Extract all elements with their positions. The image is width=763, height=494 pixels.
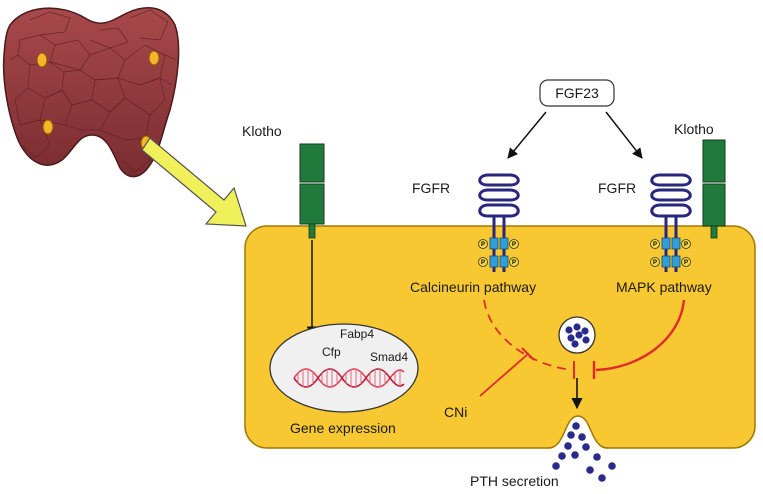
pth-secretion-label: PTH secretion — [470, 473, 559, 489]
fgfr-left-kinase — [489, 237, 509, 268]
fgfr-right-kinase — [661, 237, 681, 268]
phospho-group-right: P P P P — [650, 239, 691, 267]
klotho-right — [702, 139, 726, 239]
cni-inhibition-line — [479, 353, 529, 397]
gene-expression-label: Gene expression — [290, 420, 396, 436]
klotho-left — [299, 143, 325, 239]
nodule — [42, 119, 54, 135]
gene-fabp4: Fabp4 — [340, 327, 374, 341]
zoom-arrow — [141, 137, 247, 227]
fgfr-right-label: FGFR — [598, 180, 636, 196]
phospho-group-left: P P P P — [478, 239, 519, 267]
parathyroid-gland — [2, 7, 180, 178]
dna-helix — [293, 368, 405, 388]
mapk-pathway-label: MAPK pathway — [616, 279, 712, 295]
nodule — [148, 50, 160, 66]
pth-vesicle — [558, 316, 596, 354]
gene-cfp: Cfp — [322, 345, 341, 359]
klotho-right-label: Klotho — [674, 121, 714, 137]
fgf23-label: FGF23 — [555, 85, 599, 101]
fgf23-box — [539, 79, 615, 107]
fgf23-to-fgfr-left-arrow — [507, 111, 547, 159]
svg-text:P: P — [512, 242, 516, 248]
svg-text:P: P — [512, 260, 516, 266]
cni-inhibition-bar — [521, 347, 535, 361]
svg-text:P: P — [481, 242, 485, 248]
cni-label: CNi — [444, 404, 467, 420]
fgf23-to-fgfr-right-arrow — [605, 111, 643, 159]
svg-text:P: P — [684, 242, 688, 248]
secreted-pth-granules — [552, 422, 616, 482]
svg-text:P: P — [653, 242, 657, 248]
klotho-left-label: Klotho — [242, 123, 282, 139]
exocytosis-pore — [548, 416, 608, 452]
mapk-inhibition-line — [595, 299, 686, 372]
nodule — [36, 52, 48, 68]
svg-text:P: P — [481, 260, 485, 266]
fgfr-left-label: FGFR — [412, 180, 450, 196]
calcineurin-inhibition-line — [483, 299, 573, 371]
svg-text:P: P — [653, 260, 657, 266]
calcineurin-pathway-label: Calcineurin pathway — [410, 279, 536, 295]
svg-text:P: P — [684, 260, 688, 266]
gene-smad4: Smad4 — [370, 350, 408, 364]
nucleus — [269, 323, 419, 413]
